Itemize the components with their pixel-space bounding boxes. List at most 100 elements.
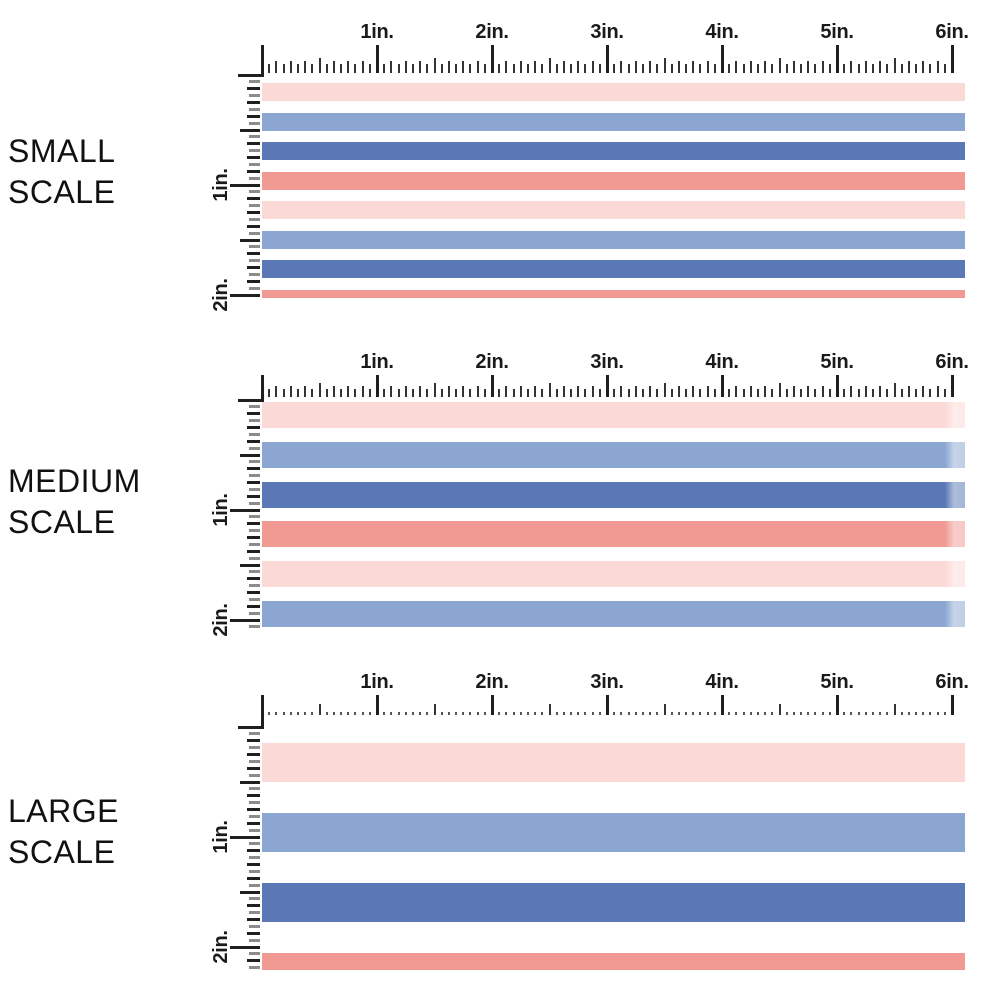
- stripe-pale_pink: [262, 561, 965, 588]
- ruler-minor-tick: [814, 64, 817, 73]
- ruler-minor-tick: [230, 293, 260, 297]
- ruler-minor-tick: [670, 64, 673, 73]
- ruler-minor-tick: [247, 481, 260, 484]
- ruler-dot-tick: [900, 712, 903, 715]
- ruler-dot-tick: [347, 712, 350, 715]
- ruler-minor-tick: [240, 238, 260, 242]
- ruler-inch-tick: [605, 375, 609, 397]
- ruler-dot-tick: [907, 712, 910, 715]
- ruler-dot-tick: [943, 712, 946, 715]
- ruler-minor-tick: [562, 61, 565, 73]
- ruler-minor-tick: [247, 591, 260, 594]
- ruler-inch-tick: [720, 695, 724, 715]
- ruler-minor-tick: [247, 821, 260, 825]
- inch-label: 1in.: [360, 351, 394, 373]
- ruler-minor-tick: [397, 64, 400, 73]
- ruler-dot-tick: [340, 712, 343, 715]
- ruler-dot-tick: [397, 712, 400, 715]
- ruler-minor-tick: [249, 460, 260, 464]
- ruler-minor-tick: [749, 386, 752, 397]
- ruler-dot-tick: [440, 712, 443, 715]
- ruler-minor-tick: [347, 61, 350, 73]
- ruler-dot-tick: [354, 712, 357, 715]
- ruler-dot-tick: [656, 712, 659, 715]
- ruler-minor-tick: [249, 231, 260, 235]
- ruler-minor-tick: [555, 64, 558, 73]
- ruler-dot-tick: [613, 712, 616, 715]
- ruler-minor-tick: [519, 61, 522, 73]
- ruler-dot-tick: [915, 712, 918, 715]
- ruler-minor-tick: [397, 389, 400, 397]
- ruler-minor-tick: [249, 924, 260, 928]
- ruler-minor-tick: [713, 64, 716, 73]
- ruler-dot-tick: [498, 712, 501, 715]
- ruler-minor-tick: [577, 386, 580, 397]
- ruler-minor-tick: [247, 426, 260, 429]
- ruler-minor-tick: [505, 61, 508, 73]
- stripe-light_blue: [262, 813, 965, 852]
- ruler-minor-tick: [886, 389, 889, 397]
- large-scale-title-line2: SCALE: [8, 834, 116, 870]
- inch-label: 4in.: [705, 21, 739, 43]
- ruler-minor-tick: [249, 446, 260, 450]
- ruler-minor-tick: [240, 128, 260, 132]
- ruler-dot-tick: [447, 712, 450, 715]
- inch-label: 3in.: [590, 671, 624, 693]
- ruler-half-inch-tick: [893, 383, 896, 397]
- ruler-minor-tick: [713, 389, 716, 397]
- ruler-minor-tick: [505, 386, 508, 397]
- ruler-minor-tick: [541, 389, 544, 397]
- ruler-dot-tick: [857, 712, 860, 715]
- ruler-minor-tick: [240, 780, 260, 784]
- ruler-minor-tick: [249, 94, 260, 98]
- ruler-minor-tick: [249, 286, 260, 290]
- ruler-dot-tick: [296, 712, 299, 715]
- medium-scale-title: MEDIUM SCALE: [8, 461, 141, 543]
- ruler-half-inch-tick: [778, 383, 781, 397]
- ruler-minor-tick: [404, 386, 407, 397]
- ruler-minor-tick: [247, 169, 260, 173]
- ruler-minor-tick: [240, 890, 260, 894]
- stripe-pale_pink: [262, 402, 965, 428]
- ruler-minor-tick: [247, 604, 260, 608]
- ruler-minor-tick: [249, 176, 260, 180]
- ruler-minor-tick: [598, 64, 601, 73]
- ruler-inch-tick: [375, 375, 379, 397]
- ruler-minor-tick: [591, 386, 594, 397]
- ruler-minor-tick: [247, 156, 260, 159]
- ruler-corner-foot: [238, 74, 263, 77]
- ruler-minor-tick: [577, 61, 580, 73]
- ruler-minor-tick: [915, 389, 918, 397]
- ruler-dot-tick: [483, 712, 486, 715]
- ruler-dot-tick: [936, 712, 939, 715]
- stripe-dark_blue: [262, 142, 965, 161]
- ruler-minor-tick: [249, 814, 260, 818]
- ruler-dot-tick: [756, 712, 759, 715]
- ruler-minor-tick: [821, 61, 824, 73]
- ruler-minor-tick: [656, 64, 659, 73]
- ruler-minor-tick: [771, 64, 774, 73]
- ruler-minor-tick: [907, 61, 910, 73]
- ruler-minor-tick: [247, 467, 260, 471]
- ruler-minor-tick: [821, 386, 824, 397]
- ruler-dot-tick: [649, 712, 652, 715]
- ruler-dot-tick: [634, 712, 637, 715]
- ruler-inch-tick: [950, 375, 954, 397]
- stripe-pale_pink: [262, 201, 965, 220]
- ruler-minor-tick: [249, 869, 260, 873]
- ruler-minor-tick: [249, 801, 260, 805]
- ruler-minor-tick: [249, 911, 260, 915]
- ruler-half-inch-tick: [663, 58, 666, 73]
- ruler-minor-tick: [785, 389, 788, 397]
- ruler-half-inch-tick: [433, 383, 436, 397]
- ruler-minor-tick: [469, 389, 472, 397]
- inch-label: 1in.: [360, 21, 394, 43]
- inch-label: 3in.: [590, 351, 624, 373]
- ruler-dot-tick: [735, 712, 738, 715]
- ruler-minor-tick: [584, 389, 587, 397]
- ruler-dot-tick: [713, 712, 716, 715]
- ruler-inch-tick: [720, 45, 724, 73]
- ruler-minor-tick: [247, 87, 260, 91]
